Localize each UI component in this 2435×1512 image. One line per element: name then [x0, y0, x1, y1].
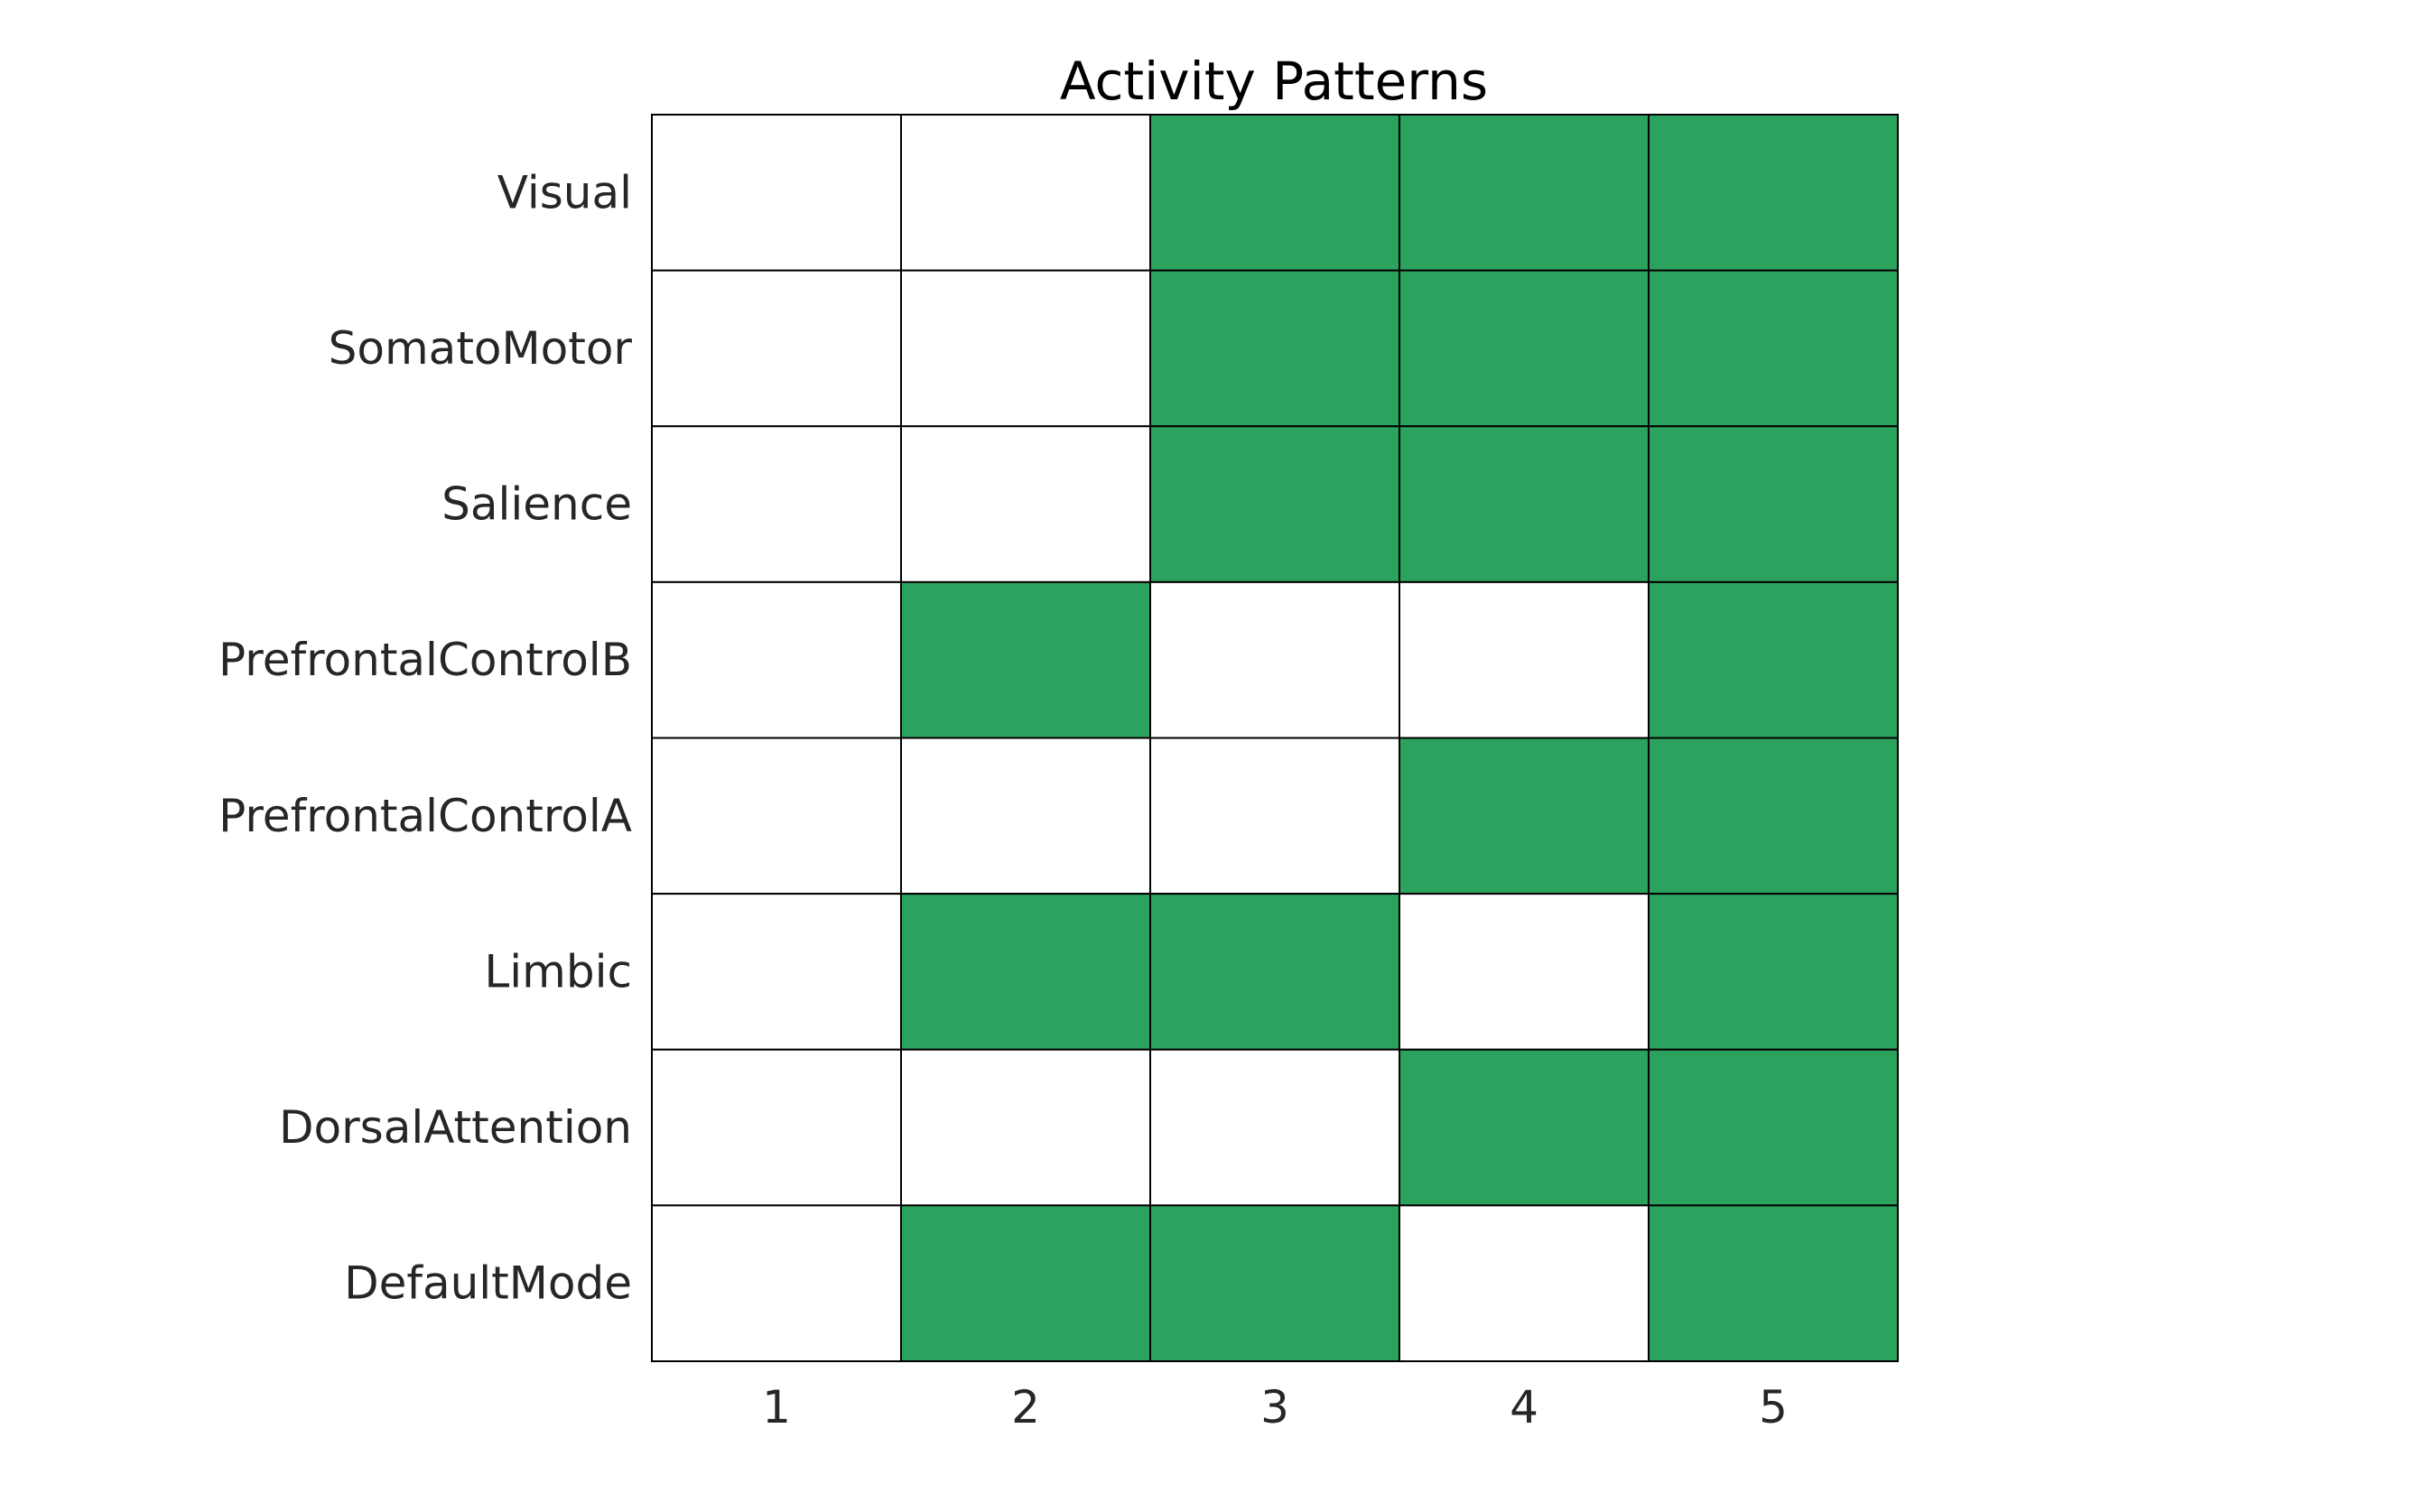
heatmap-cell-r6-c5: [1648, 893, 1899, 1051]
heatmap-cell-r3-c3: [1149, 425, 1400, 583]
heatmap-cell-r7-c3: [1149, 1048, 1400, 1207]
heatmap-cell-r8-c3: [1149, 1204, 1400, 1362]
y-tick-label: Limbic: [484, 945, 632, 997]
x-tick-label: 1: [762, 1381, 791, 1433]
y-tick-label: DorsalAttention: [279, 1101, 632, 1154]
y-tick-label: DefaultMode: [344, 1257, 632, 1310]
y-tick-label: PrefrontalControlA: [218, 790, 632, 842]
heatmap-cell-r6-c2: [900, 893, 1151, 1051]
heatmap-cell-r2-c2: [900, 269, 1151, 428]
heatmap-cell-r3-c1: [651, 425, 902, 583]
heatmap-cell-r8-c2: [900, 1204, 1151, 1362]
heatmap-cell-r8-c5: [1648, 1204, 1899, 1362]
y-tick-label: Salience: [441, 478, 632, 531]
heatmap-cell-r1-c3: [1149, 114, 1400, 272]
heatmap-cell-r7-c5: [1648, 1048, 1899, 1207]
heatmap-cell-r7-c1: [651, 1048, 902, 1207]
heatmap-cell-r3-c5: [1648, 425, 1899, 583]
y-tick-label: Visual: [497, 166, 632, 218]
plot-border: [651, 114, 1899, 1362]
heatmap-cell-r4-c5: [1648, 580, 1899, 739]
heatmap-cell-r4-c2: [900, 580, 1151, 739]
x-tick-label: 3: [1260, 1381, 1289, 1433]
heatmap-cell-r4-c1: [651, 580, 902, 739]
y-tick-labels: Visual SomatoMotor Salience PrefrontalContr…: [218, 166, 632, 1309]
heatmap-cell-r3-c2: [900, 425, 1151, 583]
heatmap-cell-r6-c3: [1149, 893, 1400, 1051]
heatmap-cell-r7-c4: [1399, 1048, 1650, 1207]
heatmap-cell-r8-c1: [651, 1204, 902, 1362]
heatmap-cell-r1-c4: [1399, 114, 1650, 272]
heatmap-cell-r5-c1: [651, 737, 902, 895]
heatmap-cell-r1-c1: [651, 114, 902, 272]
heatmap-cell-r2-c4: [1399, 269, 1650, 428]
heatmap-cell-r7-c2: [900, 1048, 1151, 1207]
heatmap-cell-r6-c4: [1399, 893, 1650, 1051]
heatmap-cell-r3-c4: [1399, 425, 1650, 583]
heatmap-cell-r4-c4: [1399, 580, 1650, 739]
heatmap-cell-r8-c4: [1399, 1204, 1650, 1362]
heatmap-cells: [651, 114, 1899, 1362]
x-tick-label: 2: [1011, 1381, 1040, 1433]
y-tick-label: PrefrontalControlB: [218, 634, 632, 686]
heatmap-cell-r2-c1: [651, 269, 902, 428]
heatmap-cell-r5-c3: [1149, 737, 1400, 895]
x-tick-label: 5: [1759, 1381, 1788, 1433]
chart-title: Activity Patterns: [1060, 51, 1488, 112]
heatmap-cell-r4-c3: [1149, 580, 1400, 739]
y-tick-label: SomatoMotor: [329, 322, 633, 375]
heatmap-cell-r2-c3: [1149, 269, 1400, 428]
heatmap-cell-r1-c2: [900, 114, 1151, 272]
heatmap-cell-r5-c4: [1399, 737, 1650, 895]
heatmap-cell-r5-c5: [1648, 737, 1899, 895]
heatmap-cell-r5-c2: [900, 737, 1151, 895]
x-tick-labels: 1 2 3 4 5: [762, 1381, 1788, 1433]
heatmap-cell-r6-c1: [651, 893, 902, 1051]
heatmap-cell-r1-c5: [1648, 114, 1899, 272]
x-tick-label: 4: [1510, 1381, 1538, 1433]
heatmap-cell-r2-c5: [1648, 269, 1899, 428]
